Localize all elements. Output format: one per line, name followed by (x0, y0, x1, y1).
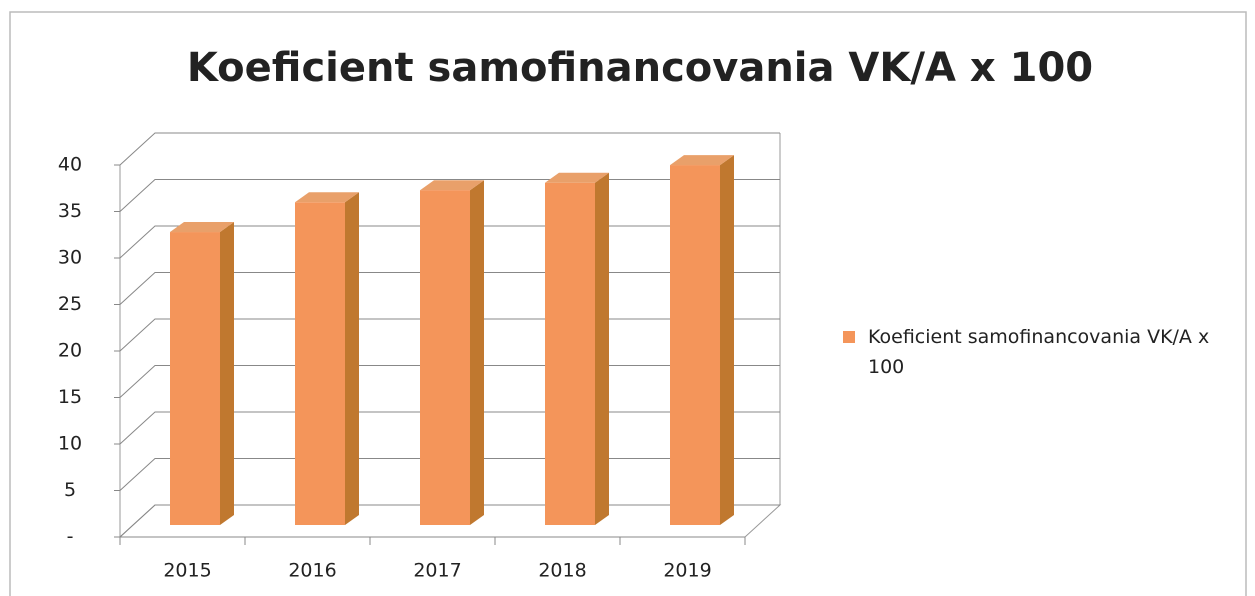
bar-top (295, 192, 359, 203)
x-tick-label: 2019 (663, 560, 711, 582)
bar-top (670, 155, 734, 166)
bar-side (220, 222, 234, 526)
bar (170, 232, 220, 526)
bar (670, 165, 720, 525)
bar-side (720, 155, 734, 525)
bar-side (595, 172, 609, 525)
bar (545, 182, 595, 525)
y-tick-label: 5 (64, 479, 76, 501)
bar-side (470, 180, 484, 525)
y-tick-label: 20 (58, 340, 82, 362)
y-tick-label: 10 (58, 433, 82, 455)
x-tick-label: 2017 (413, 560, 461, 582)
bar-top (170, 222, 234, 233)
bar-top (545, 172, 609, 183)
y-tick-label: 30 (58, 247, 82, 269)
legend-label: Koeficient samofinancovania VK/A x 100 (868, 326, 1210, 378)
x-tick-label: 2016 (288, 560, 336, 582)
chart-title: Koeficient samofinancovania VK/A x 100 (187, 45, 1093, 91)
bar-side (345, 192, 359, 526)
y-tick-label: - (67, 526, 74, 548)
grid-line (119, 132, 780, 166)
y-tick-label: 35 (58, 200, 82, 222)
y-tick-label: 40 (58, 154, 82, 176)
bar-top (420, 180, 484, 191)
y-tick-label: 25 (58, 293, 82, 315)
y-tick-label: 15 (58, 386, 82, 408)
bar (420, 190, 470, 525)
x-tick-label: 2015 (163, 560, 211, 582)
legend-swatch (843, 331, 855, 343)
x-tick-label: 2018 (538, 560, 586, 582)
bar (295, 202, 345, 526)
